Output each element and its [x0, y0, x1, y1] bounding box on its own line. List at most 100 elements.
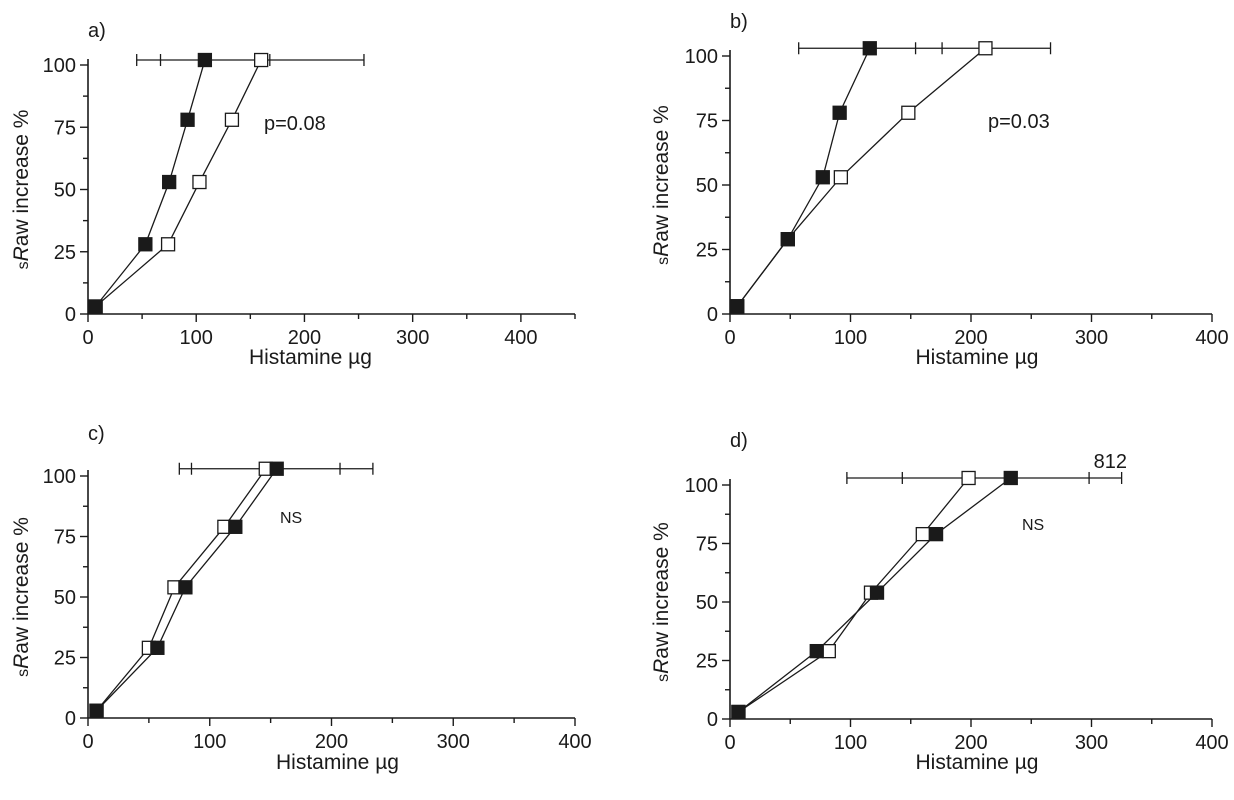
x-axis-title: Histamine µg: [916, 751, 1039, 774]
y-tick-label: 75: [696, 534, 718, 556]
y-tick-label: 75: [54, 527, 76, 549]
panel-c: 0 100 200 300 400 0 25 50 75 100 Histamine µg sRaw …: [10, 423, 592, 774]
y-axis-title: sRaw increase %: [10, 517, 33, 677]
y-tick-label: 0: [65, 708, 76, 730]
y-tick-label: 25: [696, 651, 718, 673]
data-point-open-square: [901, 105, 916, 120]
x-axis-title: Histamine µg: [916, 346, 1039, 369]
y-tick-label: 100: [43, 466, 76, 488]
data-point-open-square: [160, 237, 176, 252]
data-point-filled-square: [197, 52, 213, 68]
data-point-filled-square: [780, 232, 795, 247]
data-point-filled-square: [731, 704, 746, 720]
x-tick-label: 200: [954, 327, 987, 349]
series-line-filled-square: [95, 59, 206, 307]
x-tick-label: 300: [437, 731, 470, 753]
x-axis-title: Histamine µg: [276, 751, 399, 774]
y-tick-label: 75: [54, 117, 76, 139]
error-bar-label: 812: [1094, 451, 1127, 473]
x-tick-label: 400: [1195, 732, 1228, 754]
panel-label: b): [730, 11, 748, 33]
data-point-open-square: [961, 470, 976, 486]
x-tick-label: 200: [954, 732, 987, 754]
y-title-suffix: aw increase %: [10, 517, 33, 654]
data-point-filled-square: [269, 461, 284, 476]
x-tick-label: 400: [1195, 327, 1228, 349]
significance-annotation: NS: [280, 510, 302, 527]
data-point-filled-square: [138, 237, 153, 252]
series-line-open-square: [738, 477, 970, 713]
x-tick-label: 400: [558, 731, 591, 753]
y-tick-label: 0: [707, 709, 718, 731]
data-point-filled-square: [162, 174, 177, 190]
data-point-filled-square: [178, 580, 193, 595]
x-tick-label: 300: [396, 327, 429, 349]
y-title-italic: R: [10, 246, 33, 261]
y-tick-label: 100: [685, 46, 718, 68]
data-point-filled-square: [869, 585, 885, 600]
series-line-open-square: [95, 59, 262, 308]
y-axis-title: sRaw increase %: [650, 105, 673, 265]
y-title-prefix: s: [15, 261, 32, 269]
y-axis-title: sRaw increase %: [10, 110, 33, 270]
data-point-open-square: [833, 170, 849, 185]
significance-annotation: NS: [1022, 517, 1044, 534]
data-point-filled-square: [1003, 470, 1018, 486]
y-tick-label: 25: [54, 648, 76, 670]
data-point-filled-square: [832, 105, 847, 120]
x-tick-label: 0: [82, 731, 93, 753]
y-tick-label: 100: [685, 475, 718, 497]
x-tick-label: 200: [315, 731, 348, 753]
panel-label: d): [730, 430, 748, 452]
y-title-suffix: aw increase %: [650, 522, 673, 659]
y-tick-label: 0: [707, 304, 718, 326]
y-tick-label: 25: [54, 242, 76, 264]
y-title-italic: R: [650, 659, 673, 674]
series-line-filled-square: [736, 47, 871, 307]
y-title-italic: R: [650, 242, 673, 257]
y-tick-label: 50: [54, 180, 76, 202]
data-point-open-square: [978, 41, 993, 56]
x-tick-label: 100: [193, 731, 226, 753]
x-tick-label: 0: [724, 732, 735, 754]
data-point-filled-square: [730, 299, 745, 314]
data-point-open-square: [254, 52, 269, 68]
y-tick-label: 50: [696, 592, 718, 614]
x-tick-label: 300: [1075, 327, 1108, 349]
y-title-suffix: aw increase %: [10, 110, 33, 247]
y-title-prefix: s: [655, 674, 672, 682]
data-point-open-square: [821, 643, 836, 659]
y-title-prefix: s: [655, 257, 672, 265]
panel-d: 0 100 200 300 400 0 25 50 75 100 Histamine µg sRaw …: [650, 430, 1229, 774]
x-tick-label: 0: [82, 327, 93, 349]
data-point-filled-square: [88, 299, 103, 314]
data-point-open-square: [192, 174, 207, 190]
x-axis-title: Histamine µg: [249, 346, 372, 369]
y-tick-label: 50: [696, 175, 718, 197]
y-title-suffix: aw increase %: [650, 105, 673, 242]
x-tick-label: 100: [180, 327, 213, 349]
panel-b: 0 100 200 300 400 0 25 50 75 100 Histamine µg sRaw …: [650, 11, 1229, 369]
data-point-filled-square: [228, 519, 243, 534]
data-point-filled-square: [809, 643, 824, 659]
x-tick-label: 300: [1075, 732, 1108, 754]
y-axis-title: sRaw increase %: [650, 522, 673, 682]
x-tick-label: 100: [834, 327, 867, 349]
y-title-prefix: s: [15, 669, 32, 677]
data-point-filled-square: [928, 526, 944, 542]
series-line-open-square: [736, 47, 986, 307]
y-title-italic: R: [10, 654, 33, 669]
y-tick-label: 50: [54, 587, 76, 609]
data-point-filled-square: [862, 41, 877, 56]
x-tick-label: 200: [288, 327, 321, 349]
panel-a: 0 100 200 300 400 0 25 50 75 100 Histamine µg sRaw …: [10, 20, 576, 369]
data-point-filled-square: [89, 703, 104, 718]
panel-label: a): [88, 20, 106, 42]
y-tick-label: 100: [43, 55, 76, 77]
data-point-filled-square: [150, 640, 165, 655]
y-tick-label: 0: [65, 304, 76, 326]
significance-annotation: p=0.03: [988, 111, 1050, 133]
data-point-open-square: [915, 526, 930, 542]
data-point-filled-square: [180, 112, 195, 127]
